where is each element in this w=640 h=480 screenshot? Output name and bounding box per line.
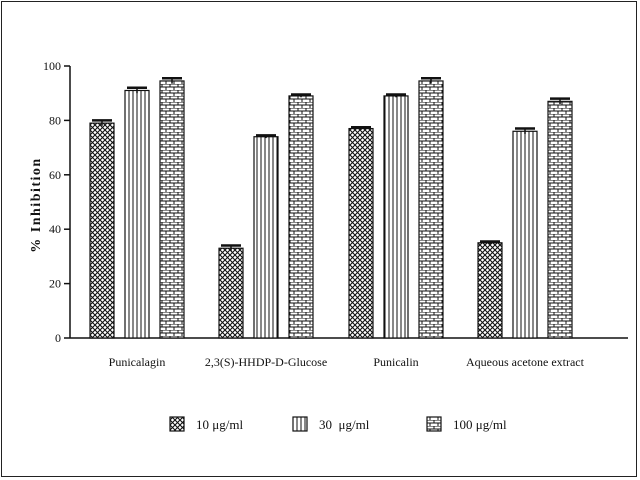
legend-swatch <box>292 416 308 432</box>
bar <box>512 130 538 339</box>
bar <box>124 89 150 339</box>
bar <box>89 122 115 339</box>
y-tick-label: 60 <box>49 168 61 182</box>
y-axis-label: % Inhibition <box>29 157 44 252</box>
x-tick-label: Aqueous acetone extract <box>466 355 585 369</box>
bar <box>477 242 503 339</box>
y-tick-label: 100 <box>43 59 61 73</box>
legend: 10 μg/ml 30 μg/ml 100 μg/ml <box>169 416 507 432</box>
y-tick-label: 40 <box>49 222 61 236</box>
x-tick-label: Punicalin <box>373 355 418 369</box>
bar <box>547 100 573 339</box>
x-tick-label: Punicalagin <box>109 355 166 369</box>
legend-label: 10 μg/ml <box>196 417 243 432</box>
bar <box>348 127 374 339</box>
y-axis: 0 20 40 60 80 100 <box>43 59 71 345</box>
legend-label: 30 μg/ml <box>319 417 370 432</box>
y-tick-label: 0 <box>55 331 61 345</box>
bar <box>418 80 444 339</box>
legend-label: 100 μg/ml <box>453 417 507 432</box>
legend-swatch <box>426 416 442 432</box>
bar <box>383 95 409 339</box>
bars <box>89 76 573 339</box>
category-labels: Punicalagin 2,3(S)-HHDP-D-Glucose Punicali… <box>109 355 585 369</box>
x-tick-label: 2,3(S)-HHDP-D-Glucose <box>205 355 327 369</box>
bar <box>253 136 279 339</box>
bar <box>288 95 314 339</box>
bar <box>159 80 185 339</box>
bar <box>218 247 244 339</box>
y-tick-label: 20 <box>49 277 61 291</box>
legend-swatch <box>169 416 185 432</box>
y-tick-label: 80 <box>49 113 61 127</box>
